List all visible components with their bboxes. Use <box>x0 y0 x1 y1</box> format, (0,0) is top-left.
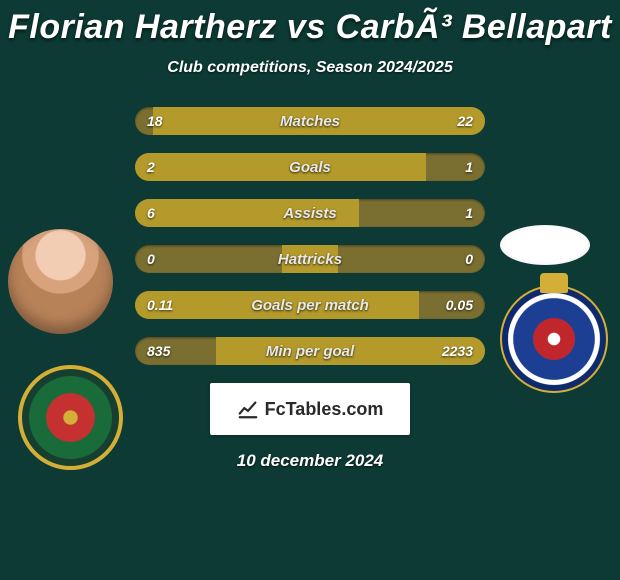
stat-row: 61Assists <box>135 199 485 227</box>
stat-value-left: 835 <box>135 337 182 365</box>
fctables-logo: FcTables.com <box>210 383 410 435</box>
chart-icon <box>237 398 259 420</box>
comparison-panel: 1822Matches21Goals61Assists00Hattricks0.… <box>0 107 620 471</box>
logo-text: FcTables.com <box>265 399 384 420</box>
stat-value-left: 6 <box>135 199 167 227</box>
stat-value-left: 18 <box>135 107 175 135</box>
stat-row: 00Hattricks <box>135 245 485 273</box>
stat-value-right: 1 <box>453 153 485 181</box>
stat-value-left: 0 <box>135 245 167 273</box>
stat-value-right: 22 <box>445 107 485 135</box>
player-right-avatar <box>500 225 590 265</box>
club-right-crest <box>500 285 608 393</box>
subtitle: Club competitions, Season 2024/2025 <box>0 59 620 77</box>
player-left-avatar <box>8 229 113 334</box>
club-left-crest <box>18 365 123 470</box>
stat-row: 8352233Min per goal <box>135 337 485 365</box>
page-title: Florian Hartherz vs CarbÃ³ Bellapart <box>0 0 620 47</box>
stat-row: 1822Matches <box>135 107 485 135</box>
stat-row: 21Goals <box>135 153 485 181</box>
stat-value-right: 1 <box>453 199 485 227</box>
stat-bars: 1822Matches21Goals61Assists00Hattricks0.… <box>135 107 485 365</box>
stat-row: 0.110.05Goals per match <box>135 291 485 319</box>
stat-value-right: 2233 <box>430 337 485 365</box>
stat-value-left: 0.11 <box>135 291 185 319</box>
stat-value-right: 0.05 <box>434 291 485 319</box>
stat-value-right: 0 <box>453 245 485 273</box>
stat-value-left: 2 <box>135 153 167 181</box>
